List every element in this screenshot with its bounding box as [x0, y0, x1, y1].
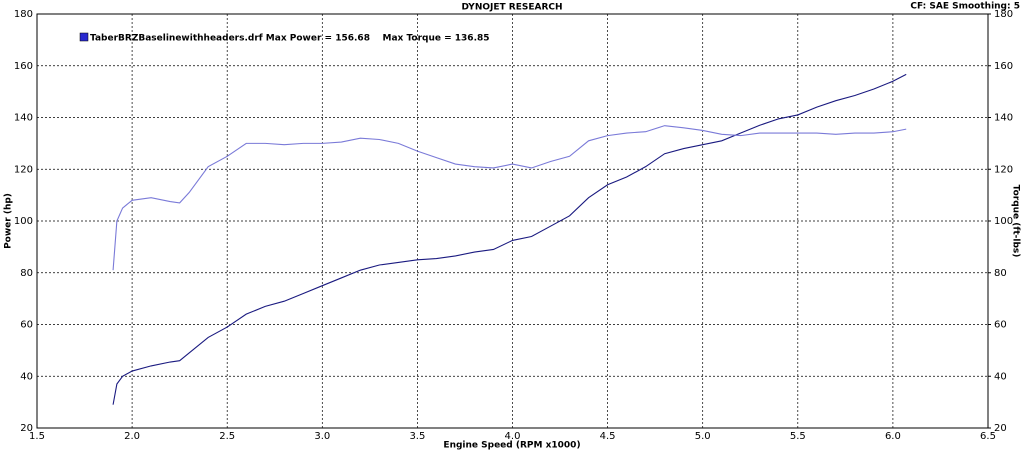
y-tick-label: 40 — [20, 371, 33, 382]
x-tick-label: 3.5 — [409, 431, 425, 442]
y-tick-label: 60 — [20, 320, 33, 331]
y-tick-label: 100 — [14, 216, 33, 227]
y2-tick-label: 60 — [994, 320, 1007, 331]
y-tick-label: 140 — [14, 113, 33, 124]
y2-tick-label: 120 — [994, 164, 1013, 175]
y-tick-label: 120 — [14, 164, 33, 175]
y2-tick-label: 20 — [994, 423, 1007, 434]
y2-tick-label: 40 — [994, 371, 1007, 382]
chart-title: DYNOJET RESEARCH — [461, 3, 562, 13]
x-tick-label: 4.0 — [505, 431, 521, 442]
series-line — [112, 125, 907, 271]
y-tick-label: 80 — [20, 268, 33, 279]
legend-swatch — [79, 32, 89, 42]
y2-tick-label: 100 — [994, 216, 1013, 227]
y2-tick-label: 80 — [994, 268, 1007, 279]
legend-text: TaberBRZBaselinewithheaders.drf Max Powe… — [90, 34, 490, 44]
x-tick-label: 5.5 — [790, 431, 806, 442]
y-axis-label: Power (hp) — [4, 193, 14, 249]
y-tick-label: 180 — [14, 9, 33, 20]
x-axis-label: Engine Speed (RPM x1000) — [443, 441, 580, 450]
x-tick-label: 6.5 — [980, 431, 996, 442]
y-tick-label: 160 — [14, 61, 33, 72]
y-tick-label: 20 — [20, 423, 33, 434]
x-tick-label: 5.0 — [695, 431, 711, 442]
chart-subtitle: CF: SAE Smoothing: 5 — [910, 2, 1020, 12]
x-tick-label: 6.0 — [885, 431, 901, 442]
y2-tick-label: 180 — [994, 9, 1013, 20]
x-tick-label: 3.0 — [314, 431, 330, 442]
x-tick-label: 1.5 — [29, 431, 45, 442]
x-tick-label: 2.0 — [124, 431, 140, 442]
series-line — [112, 73, 907, 405]
y2-axis-label: Torque (ft-lbs) — [1011, 185, 1021, 258]
x-tick-label: 2.5 — [219, 431, 235, 442]
y2-tick-label: 160 — [994, 61, 1013, 72]
x-tick-label: 4.5 — [600, 431, 616, 442]
y2-tick-label: 140 — [994, 113, 1013, 124]
